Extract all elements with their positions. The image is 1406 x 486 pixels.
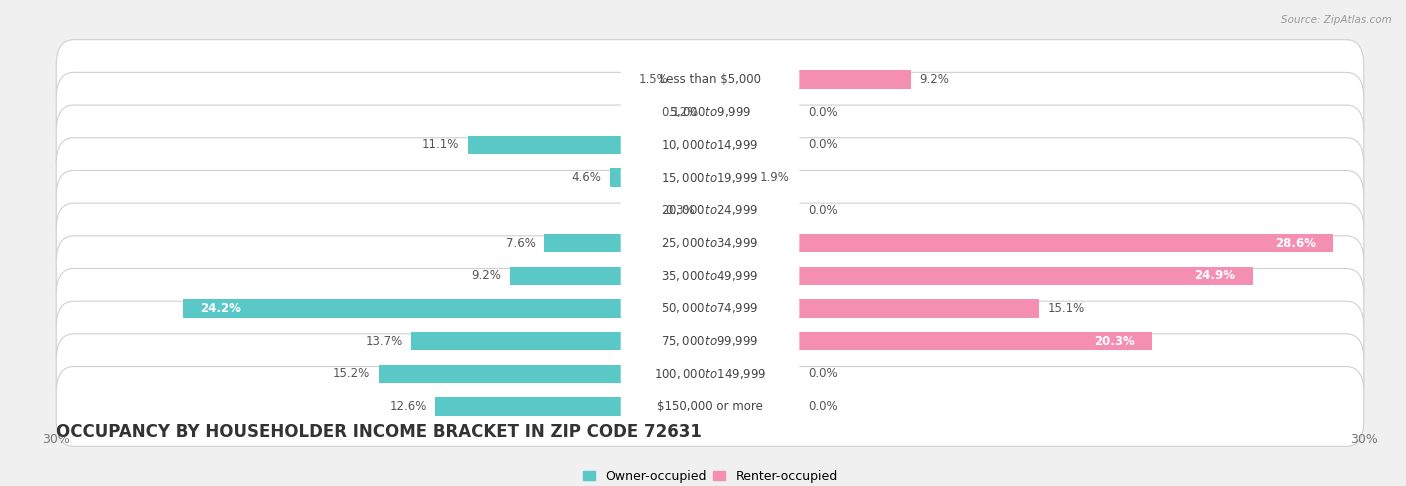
- Bar: [544, 234, 710, 252]
- Text: 13.7%: 13.7%: [366, 334, 402, 347]
- FancyBboxPatch shape: [56, 171, 1364, 250]
- Bar: [183, 299, 710, 317]
- Text: 0.0%: 0.0%: [808, 139, 838, 152]
- Text: 9.2%: 9.2%: [920, 73, 949, 86]
- Text: $25,000 to $34,999: $25,000 to $34,999: [661, 236, 759, 250]
- Bar: [412, 332, 710, 350]
- FancyBboxPatch shape: [56, 203, 1364, 283]
- Bar: [710, 70, 911, 89]
- Text: 11.1%: 11.1%: [422, 139, 460, 152]
- Text: 15.2%: 15.2%: [333, 367, 370, 380]
- Bar: [468, 136, 710, 154]
- Text: 1.5%: 1.5%: [638, 73, 669, 86]
- Bar: [710, 332, 1153, 350]
- FancyBboxPatch shape: [56, 138, 1364, 218]
- Text: 24.9%: 24.9%: [1194, 269, 1236, 282]
- FancyBboxPatch shape: [56, 268, 1364, 348]
- Bar: [436, 397, 710, 416]
- FancyBboxPatch shape: [620, 102, 800, 123]
- Bar: [703, 201, 710, 220]
- Text: 12.6%: 12.6%: [389, 400, 427, 413]
- Text: 9.2%: 9.2%: [471, 269, 501, 282]
- Bar: [710, 169, 751, 187]
- Text: OCCUPANCY BY HOUSEHOLDER INCOME BRACKET IN ZIP CODE 72631: OCCUPANCY BY HOUSEHOLDER INCOME BRACKET …: [56, 423, 702, 441]
- Bar: [678, 70, 710, 89]
- Bar: [707, 103, 710, 122]
- Text: 28.6%: 28.6%: [1275, 237, 1316, 249]
- FancyBboxPatch shape: [56, 40, 1364, 120]
- Bar: [710, 299, 1039, 317]
- Text: 0.0%: 0.0%: [808, 400, 838, 413]
- FancyBboxPatch shape: [620, 69, 800, 90]
- FancyBboxPatch shape: [620, 298, 800, 319]
- Bar: [710, 266, 1253, 285]
- Text: $15,000 to $19,999: $15,000 to $19,999: [661, 171, 759, 185]
- FancyBboxPatch shape: [620, 134, 800, 156]
- FancyBboxPatch shape: [56, 105, 1364, 185]
- Bar: [378, 364, 710, 383]
- Text: $150,000 or more: $150,000 or more: [657, 400, 763, 413]
- Text: 24.2%: 24.2%: [200, 302, 240, 315]
- FancyBboxPatch shape: [620, 363, 800, 384]
- FancyBboxPatch shape: [56, 334, 1364, 414]
- Legend: Owner-occupied, Renter-occupied: Owner-occupied, Renter-occupied: [578, 465, 842, 486]
- FancyBboxPatch shape: [56, 301, 1364, 381]
- Text: $10,000 to $14,999: $10,000 to $14,999: [661, 138, 759, 152]
- Text: 1.9%: 1.9%: [761, 171, 790, 184]
- Bar: [710, 234, 1333, 252]
- FancyBboxPatch shape: [620, 396, 800, 417]
- Text: $100,000 to $149,999: $100,000 to $149,999: [654, 367, 766, 381]
- Text: 0.12%: 0.12%: [661, 106, 699, 119]
- Text: 4.6%: 4.6%: [571, 171, 602, 184]
- FancyBboxPatch shape: [620, 330, 800, 352]
- Bar: [509, 266, 710, 285]
- Text: Less than $5,000: Less than $5,000: [659, 73, 761, 86]
- FancyBboxPatch shape: [56, 72, 1364, 152]
- Text: 0.0%: 0.0%: [808, 204, 838, 217]
- Text: 0.3%: 0.3%: [665, 204, 695, 217]
- Text: $5,000 to $9,999: $5,000 to $9,999: [669, 105, 751, 119]
- FancyBboxPatch shape: [56, 236, 1364, 315]
- Bar: [610, 169, 710, 187]
- Text: $50,000 to $74,999: $50,000 to $74,999: [661, 301, 759, 315]
- FancyBboxPatch shape: [620, 232, 800, 254]
- FancyBboxPatch shape: [620, 200, 800, 221]
- Text: Source: ZipAtlas.com: Source: ZipAtlas.com: [1281, 15, 1392, 25]
- Text: $35,000 to $49,999: $35,000 to $49,999: [661, 269, 759, 283]
- Text: $20,000 to $24,999: $20,000 to $24,999: [661, 203, 759, 217]
- Text: $75,000 to $99,999: $75,000 to $99,999: [661, 334, 759, 348]
- Text: 0.0%: 0.0%: [808, 367, 838, 380]
- Text: 15.1%: 15.1%: [1047, 302, 1085, 315]
- FancyBboxPatch shape: [620, 167, 800, 188]
- Text: 0.0%: 0.0%: [808, 106, 838, 119]
- Text: 7.6%: 7.6%: [506, 237, 536, 249]
- FancyBboxPatch shape: [56, 366, 1364, 446]
- FancyBboxPatch shape: [620, 265, 800, 286]
- Text: 20.3%: 20.3%: [1094, 334, 1135, 347]
